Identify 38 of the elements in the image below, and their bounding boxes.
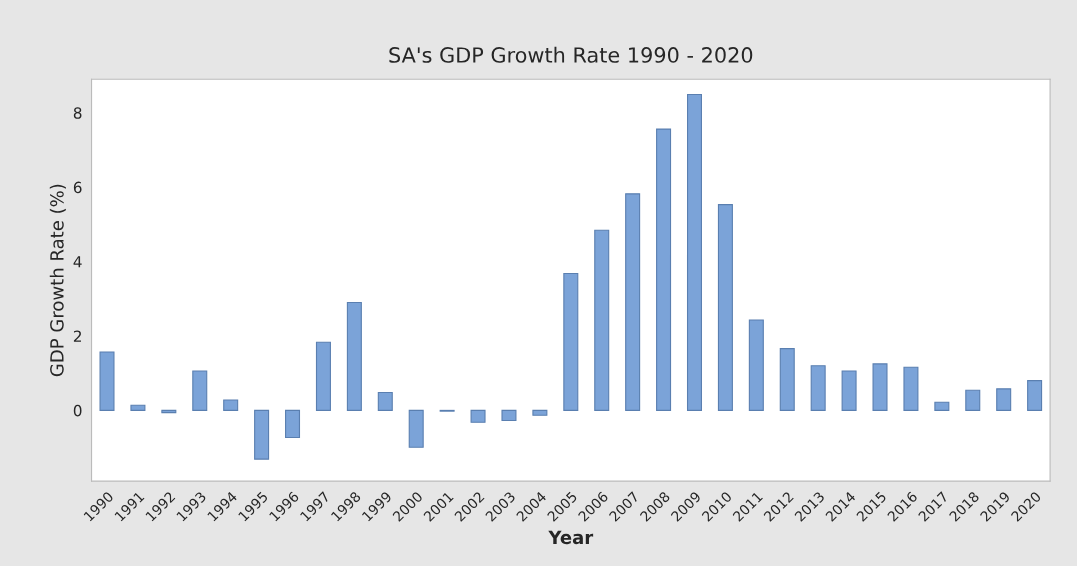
bar (130, 404, 146, 411)
bar (192, 370, 208, 411)
x-axis-title: Year (548, 530, 594, 545)
bar (377, 391, 393, 411)
bar (223, 399, 239, 411)
bar (532, 409, 548, 416)
bar (285, 409, 301, 439)
bar (99, 351, 115, 411)
y-tick-label: 2 (73, 330, 81, 342)
bar (934, 401, 950, 411)
bar (748, 319, 764, 411)
bar (965, 389, 981, 411)
bar (161, 409, 177, 414)
bar (470, 409, 486, 423)
bar (903, 366, 919, 411)
bar (810, 365, 826, 411)
bar (656, 128, 672, 411)
y-tick-label: 0 (73, 404, 82, 417)
bar (501, 409, 517, 422)
bar (563, 272, 579, 411)
y-tick-label: 6 (73, 181, 82, 194)
y-axis-title: GDP Growth Rate (%) (49, 184, 66, 377)
bar (779, 348, 795, 411)
chart-title: SA's GDP Growth Rate 1990 - 2020 (389, 46, 753, 63)
bar (686, 93, 703, 411)
bar (594, 229, 610, 411)
bar (1027, 380, 1043, 411)
bar (346, 301, 362, 411)
bar (841, 370, 857, 411)
bar (996, 388, 1012, 411)
bar (625, 193, 641, 411)
bar (872, 363, 888, 411)
bar (315, 341, 331, 411)
bar (254, 409, 270, 460)
bar (717, 204, 733, 411)
y-tick-label: 8 (73, 107, 82, 119)
bar (408, 409, 424, 448)
y-tick-label: 4 (73, 256, 82, 268)
